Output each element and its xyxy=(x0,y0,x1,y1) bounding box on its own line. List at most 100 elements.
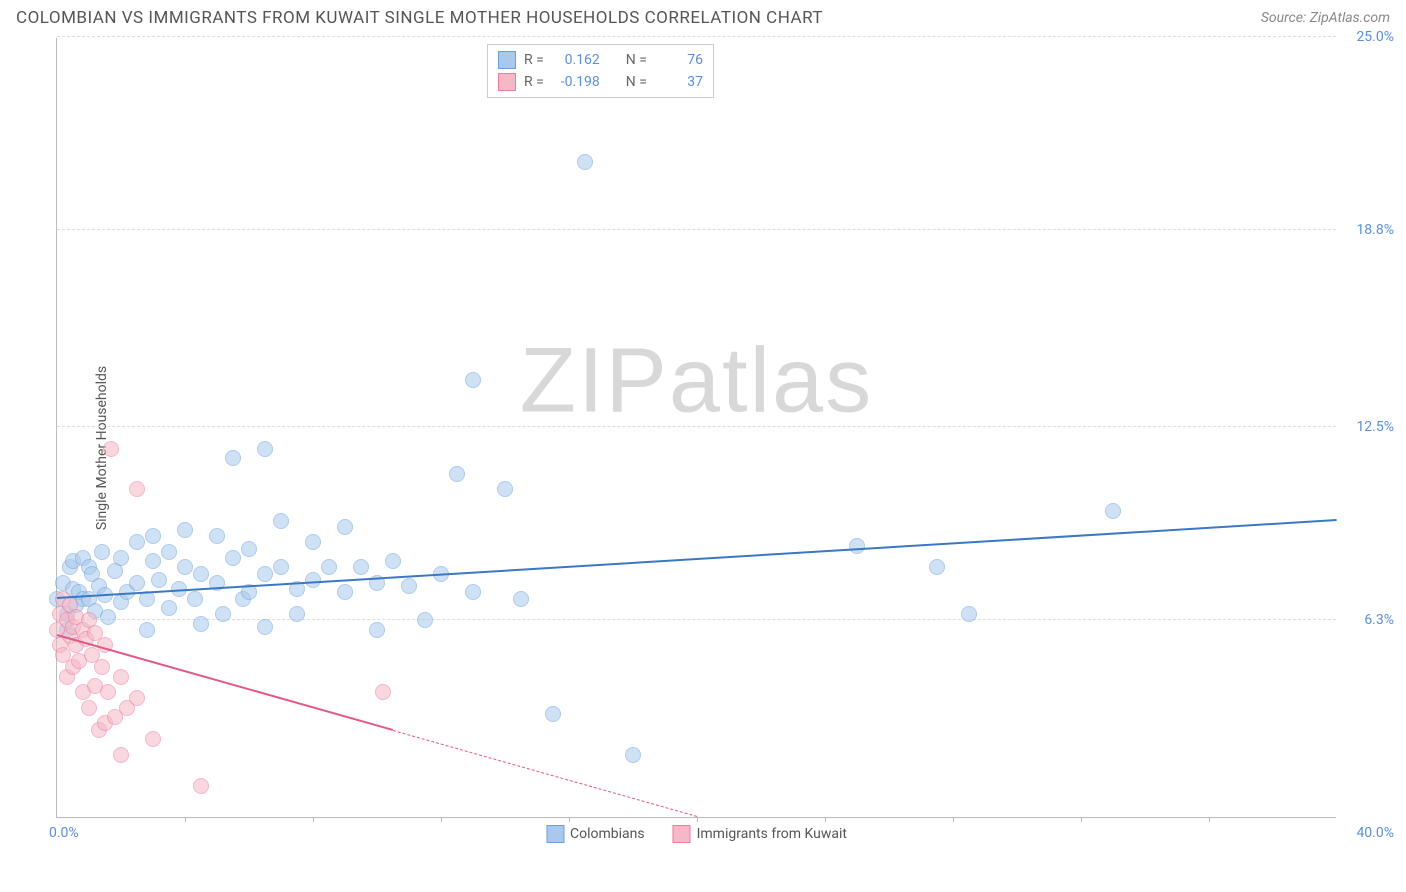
data-point xyxy=(94,659,110,675)
data-point xyxy=(449,466,465,482)
legend-item-series-2: Immigrants from Kuwait xyxy=(673,825,847,843)
data-point xyxy=(465,372,481,388)
data-point xyxy=(215,606,231,622)
data-point xyxy=(465,584,481,600)
legend-swatch-series-2 xyxy=(673,825,691,843)
scatter-plot: ZIPatlas R = 0.162 N = 76 R = -0.198 N =… xyxy=(56,38,1336,818)
data-point xyxy=(100,684,116,700)
r-label: R = xyxy=(524,74,544,90)
data-point xyxy=(241,541,257,557)
legend-label-series-1: Colombians xyxy=(570,826,645,842)
data-point xyxy=(129,690,145,706)
data-point xyxy=(337,519,353,535)
data-point xyxy=(353,559,369,575)
data-point xyxy=(209,528,225,544)
y-tick-label: 25.0% xyxy=(1356,29,1394,45)
data-point xyxy=(929,559,945,575)
x-tick xyxy=(569,817,570,822)
watermark: ZIPatlas xyxy=(520,328,873,433)
data-point xyxy=(151,572,167,588)
trend-line-extrapolated xyxy=(393,730,697,817)
data-point xyxy=(103,441,119,457)
data-point xyxy=(305,572,321,588)
watermark-atlas: atlas xyxy=(669,329,873,431)
r-label: R = xyxy=(524,52,544,68)
y-tick-label: 12.5% xyxy=(1356,419,1394,435)
legend-swatch-series-1 xyxy=(546,825,564,843)
stats-row-series-2: R = -0.198 N = 37 xyxy=(498,71,703,93)
data-point xyxy=(1105,503,1121,519)
n-label: N = xyxy=(626,74,647,90)
x-axis-min-label: 0.0% xyxy=(49,825,79,841)
chart-source: Source: ZipAtlas.com xyxy=(1261,10,1390,26)
data-point xyxy=(545,706,561,722)
data-point xyxy=(257,619,273,635)
data-point xyxy=(113,669,129,685)
data-point xyxy=(145,528,161,544)
data-point xyxy=(129,534,145,550)
chart-header: COLOMBIAN VS IMMIGRANTS FROM KUWAIT SING… xyxy=(0,0,1406,32)
legend-item-series-1: Colombians xyxy=(546,825,645,843)
data-point xyxy=(177,559,193,575)
x-tick xyxy=(1081,817,1082,822)
data-point xyxy=(113,747,129,763)
n-value-series-2: 37 xyxy=(655,74,703,90)
x-axis-max-label: 40.0% xyxy=(1356,825,1394,841)
data-point xyxy=(193,778,209,794)
data-point xyxy=(129,575,145,591)
data-point xyxy=(625,747,641,763)
chart-area: Single Mother Households ZIPatlas R = 0.… xyxy=(16,32,1386,864)
series-legend: Colombians Immigrants from Kuwait xyxy=(546,825,847,843)
data-point xyxy=(257,566,273,582)
data-point xyxy=(113,550,129,566)
data-point xyxy=(289,606,305,622)
data-point xyxy=(129,481,145,497)
r-value-series-1: 0.162 xyxy=(552,52,600,68)
source-value: ZipAtlas.com xyxy=(1310,10,1390,26)
x-tick xyxy=(825,817,826,822)
data-point xyxy=(193,566,209,582)
data-point xyxy=(94,544,110,560)
data-point xyxy=(369,622,385,638)
watermark-zip: ZIP xyxy=(520,329,669,431)
data-point xyxy=(401,578,417,594)
y-tick-label: 18.8% xyxy=(1356,222,1394,238)
data-point xyxy=(161,544,177,560)
data-point xyxy=(161,600,177,616)
data-point xyxy=(100,609,116,625)
swatch-series-2 xyxy=(498,73,516,91)
gridline xyxy=(57,619,1336,620)
data-point xyxy=(139,622,155,638)
gridline xyxy=(57,36,1336,37)
data-point xyxy=(385,553,401,569)
x-tick xyxy=(953,817,954,822)
data-point xyxy=(417,612,433,628)
gridline xyxy=(57,426,1336,427)
gridline xyxy=(57,229,1336,230)
data-point xyxy=(177,522,193,538)
data-point xyxy=(225,550,241,566)
data-point xyxy=(849,538,865,554)
data-point xyxy=(961,606,977,622)
data-point xyxy=(513,591,529,607)
stats-row-series-1: R = 0.162 N = 76 xyxy=(498,49,703,71)
data-point xyxy=(81,700,97,716)
data-point xyxy=(337,584,353,600)
correlation-stats-box: R = 0.162 N = 76 R = -0.198 N = 37 xyxy=(487,44,714,98)
data-point xyxy=(145,731,161,747)
data-point xyxy=(187,591,203,607)
trend-line xyxy=(57,519,1337,599)
x-tick xyxy=(185,817,186,822)
x-tick xyxy=(1209,817,1210,822)
data-point xyxy=(193,616,209,632)
data-point xyxy=(145,553,161,569)
data-point xyxy=(321,559,337,575)
data-point xyxy=(273,513,289,529)
data-point xyxy=(497,481,513,497)
x-tick xyxy=(313,817,314,822)
data-point xyxy=(305,534,321,550)
source-label: Source: xyxy=(1261,10,1306,26)
data-point xyxy=(375,684,391,700)
y-tick-label: 6.3% xyxy=(1364,612,1394,628)
x-tick xyxy=(441,817,442,822)
